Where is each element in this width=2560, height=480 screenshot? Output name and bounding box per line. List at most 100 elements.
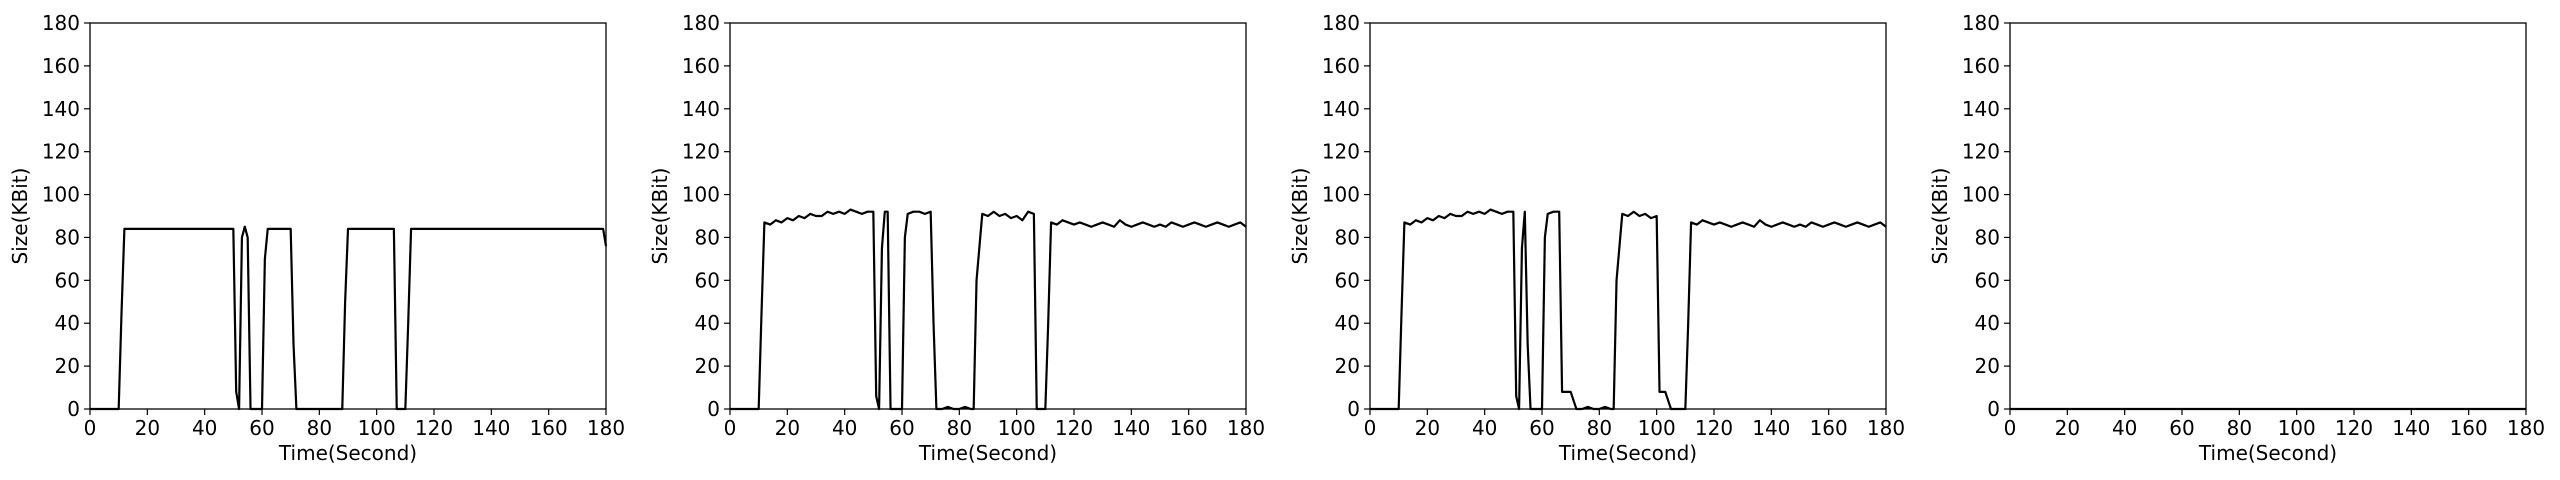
- x-tick-label: 100: [2278, 416, 2316, 440]
- y-tick-label: 140: [1962, 97, 2000, 121]
- x-tick-label: 100: [358, 416, 396, 440]
- y-axis-label: Size(KBit): [648, 168, 672, 265]
- y-tick-label: 80: [695, 225, 720, 249]
- x-axis-label: Time(Second): [918, 441, 1057, 465]
- y-axis-label: Size(KBit): [8, 168, 32, 265]
- x-tick-label: 140: [2392, 416, 2430, 440]
- y-tick-label: 100: [1962, 183, 2000, 207]
- x-tick-label: 140: [1112, 416, 1150, 440]
- y-tick-label: 60: [1975, 268, 2000, 292]
- y-tick-label: 20: [1335, 354, 1360, 378]
- chart-panel-1: 0 20 40 60 80 100 120 140 160 180 0 20 40 60 80 100 120 1…: [8, 11, 625, 465]
- y-tick-label: 160: [1962, 54, 2000, 78]
- y-tick-label: 120: [1322, 140, 1360, 164]
- y-tick-label: 160: [42, 54, 80, 78]
- x-tick-label: 0: [724, 416, 737, 440]
- y-tick-label: 100: [1322, 183, 1360, 207]
- y-axis-label: Size(KBit): [1288, 168, 1312, 265]
- y-tick-label: 0: [1987, 397, 2000, 421]
- x-tick-label: 120: [1055, 416, 1093, 440]
- y-tick-label: 20: [55, 354, 80, 378]
- x-tick-label: 140: [1752, 416, 1790, 440]
- series-line-1: [730, 208, 1247, 411]
- x-tick-label: 120: [2335, 416, 2373, 440]
- x-tick-label: 160: [1170, 416, 1208, 440]
- y-axis-label: Size(KBit): [1928, 168, 1952, 265]
- plot-frame: [729, 22, 1247, 410]
- x-tick-label: 0: [2004, 416, 2017, 440]
- y-tick-label: 60: [1335, 268, 1360, 292]
- y-tick-label: 100: [42, 183, 80, 207]
- y-tick-label: 20: [1975, 354, 2000, 378]
- x-tick-label: 180: [2507, 416, 2545, 440]
- chart-panel-4: 0 20 40 60 80 100 120 140 160 180 0 20 40 60 80 100 120 1…: [1928, 11, 2545, 465]
- y-tick-label: 40: [55, 311, 80, 335]
- x-tick-label: 40: [192, 416, 217, 440]
- y-tick-label: 80: [1335, 225, 1360, 249]
- y-tick-label: 120: [1962, 140, 2000, 164]
- y-tick-label: 120: [682, 140, 720, 164]
- x-tick-label: 20: [135, 416, 160, 440]
- y-tick-label: 40: [1335, 311, 1360, 335]
- y-tick-label: 140: [682, 97, 720, 121]
- y-tick-label: 0: [67, 397, 80, 421]
- y-tick-label: 140: [42, 97, 80, 121]
- plot-frame: [2009, 22, 2527, 410]
- x-tick-label: 80: [1587, 416, 1612, 440]
- x-tick-label: 60: [1529, 416, 1554, 440]
- chart-panel-2: 0 20 40 60 80 100 120 140 160 180 0 20 40 60 80 100 120 1…: [648, 11, 1265, 465]
- y-tick-label: 160: [1322, 54, 1360, 78]
- y-tick-label: 180: [1962, 11, 2000, 35]
- x-axis-label: Time(Second): [2198, 441, 2337, 465]
- y-tick-label: 80: [1975, 225, 2000, 249]
- x-tick-label: 20: [1415, 416, 1440, 440]
- x-tick-label: 80: [947, 416, 972, 440]
- x-tick-label: 120: [1695, 416, 1733, 440]
- y-tick-label: 180: [42, 11, 80, 35]
- x-tick-label: 100: [1638, 416, 1676, 440]
- x-tick-label: 140: [472, 416, 510, 440]
- y-tick-label: 40: [1975, 311, 2000, 335]
- y-tick-label: 180: [682, 11, 720, 35]
- x-tick-label: 160: [1810, 416, 1848, 440]
- x-tick-label: 40: [832, 416, 857, 440]
- x-tick-label: 180: [1227, 416, 1265, 440]
- plot-frame: [89, 22, 607, 410]
- plot-frame: [1369, 22, 1887, 410]
- x-axis-label: Time(Second): [278, 441, 417, 465]
- x-tick-label: 80: [2227, 416, 2252, 440]
- chart-panel-3: 0 20 40 60 80 100 120 140 160 180 0 20 40 60 80 100 120 1…: [1288, 11, 1905, 465]
- x-tick-label: 20: [2055, 416, 2080, 440]
- x-tick-label: 60: [2169, 416, 2194, 440]
- y-tick-label: 100: [682, 183, 720, 207]
- x-tick-label: 180: [587, 416, 625, 440]
- y-tick-label: 160: [682, 54, 720, 78]
- x-tick-label: 0: [1364, 416, 1377, 440]
- y-tick-label: 0: [707, 397, 720, 421]
- y-tick-label: 120: [42, 140, 80, 164]
- x-tick-label: 40: [2112, 416, 2137, 440]
- y-tick-label: 20: [695, 354, 720, 378]
- x-tick-label: 160: [2450, 416, 2488, 440]
- series-line-1: [1370, 208, 1887, 411]
- x-tick-label: 40: [1472, 416, 1497, 440]
- x-tick-label: 20: [775, 416, 800, 440]
- x-tick-label: 0: [84, 416, 97, 440]
- x-tick-label: 100: [998, 416, 1036, 440]
- y-tick-label: 60: [695, 268, 720, 292]
- x-tick-label: 60: [889, 416, 914, 440]
- x-tick-label: 180: [1867, 416, 1905, 440]
- y-tick-label: 0: [1347, 397, 1360, 421]
- y-tick-label: 80: [55, 225, 80, 249]
- x-tick-label: 60: [249, 416, 274, 440]
- x-tick-label: 80: [307, 416, 332, 440]
- y-tick-label: 60: [55, 268, 80, 292]
- x-tick-label: 120: [415, 416, 453, 440]
- y-tick-label: 40: [695, 311, 720, 335]
- series-line-1: [90, 225, 608, 411]
- x-axis-label: Time(Second): [1558, 441, 1697, 465]
- y-tick-label: 180: [1322, 11, 1360, 35]
- y-tick-label: 140: [1322, 97, 1360, 121]
- x-tick-label: 160: [530, 416, 568, 440]
